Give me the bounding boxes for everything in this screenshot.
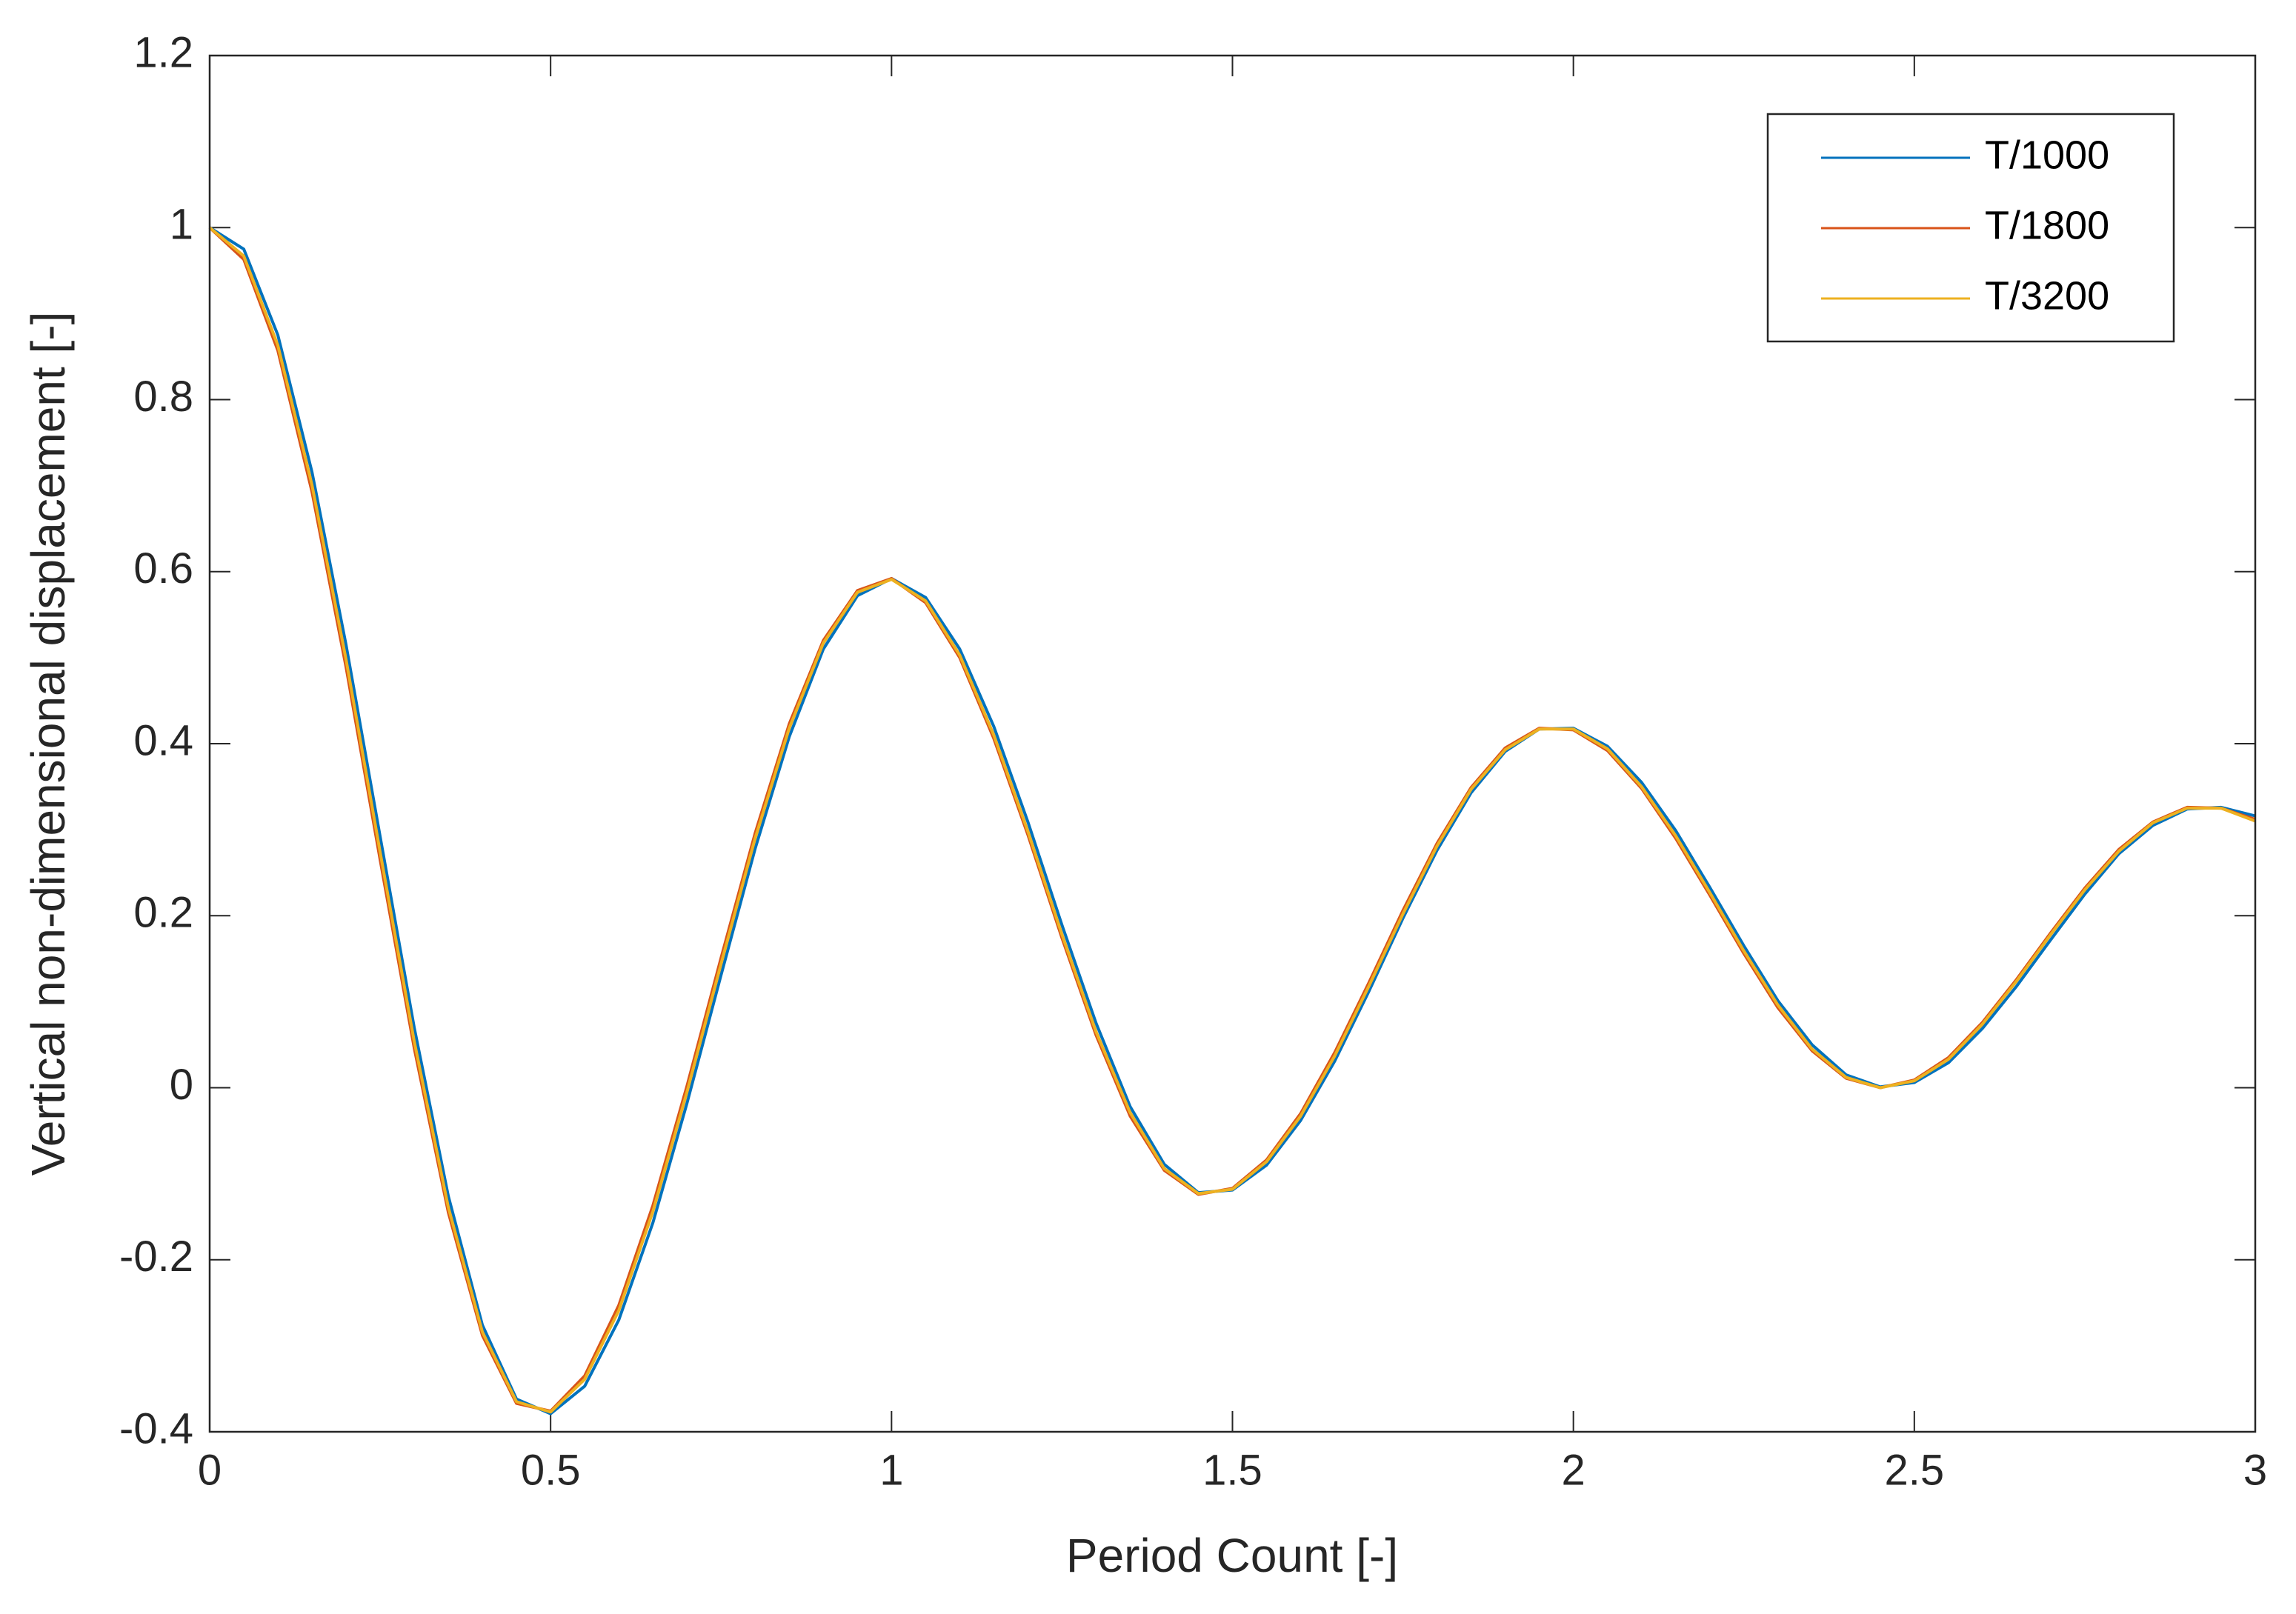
y-tick-label: -0.2 xyxy=(119,1233,193,1281)
legend-label: T/1000 xyxy=(1985,133,2109,177)
x-tick-label: 1 xyxy=(879,1446,903,1494)
y-tick-label: 0.2 xyxy=(133,889,193,937)
y-tick-label: 0.8 xyxy=(133,373,193,421)
y-tick-label: 1 xyxy=(170,201,193,249)
series-line xyxy=(208,226,2256,1414)
x-tick-label: 2 xyxy=(1562,1446,1585,1494)
x-tick-label: 0 xyxy=(198,1446,222,1494)
y-tick-label: 0.6 xyxy=(133,544,193,593)
y-tick-label: 0.4 xyxy=(133,716,193,764)
legend-label: T/1800 xyxy=(1985,203,2109,247)
plot-frame xyxy=(208,54,2257,1433)
y-tick-label: 0 xyxy=(170,1061,193,1109)
x-tick-label: 2.5 xyxy=(1885,1446,1945,1494)
x-tick-label: 3 xyxy=(2243,1446,2267,1494)
y-tick-label: 1.2 xyxy=(133,28,193,76)
x-tick-label: 1.5 xyxy=(1202,1446,1262,1494)
x-tick-label: 0.5 xyxy=(521,1446,581,1494)
y-axis-label: Vertical non-dimensional displacement [-… xyxy=(21,312,75,1176)
legend-label: T/3200 xyxy=(1985,273,2109,318)
y-tick-label: -0.4 xyxy=(119,1404,193,1453)
x-axis-label: Period Count [-] xyxy=(1066,1529,1398,1582)
